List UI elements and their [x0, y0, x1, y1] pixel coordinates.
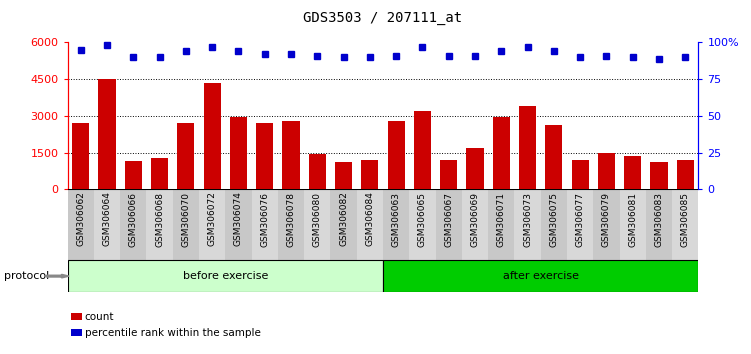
Text: GSM306079: GSM306079 [602, 192, 611, 246]
Bar [514, 189, 541, 260]
Bar [646, 189, 672, 260]
Bar [414, 111, 431, 189]
Bar [94, 189, 120, 260]
Bar [68, 189, 94, 260]
Text: GSM306069: GSM306069 [471, 192, 479, 246]
Text: GSM306070: GSM306070 [182, 192, 190, 246]
Text: GSM306063: GSM306063 [392, 192, 400, 246]
Bar [567, 189, 593, 260]
Bar [677, 160, 694, 189]
Bar [357, 189, 383, 260]
Bar [309, 154, 326, 189]
Text: before exercise: before exercise [182, 271, 268, 281]
Text: GSM306067: GSM306067 [445, 192, 453, 246]
Text: GSM306077: GSM306077 [576, 192, 584, 246]
Text: GSM306068: GSM306068 [155, 192, 164, 246]
Bar [598, 153, 615, 189]
Bar [230, 117, 247, 189]
Text: after exercise: after exercise [502, 271, 579, 281]
Bar [125, 161, 142, 189]
Text: GSM306085: GSM306085 [681, 192, 689, 246]
Bar [672, 189, 698, 260]
Text: GDS3503 / 207111_at: GDS3503 / 207111_at [303, 11, 463, 25]
Text: GSM306073: GSM306073 [523, 192, 532, 246]
Text: GSM306083: GSM306083 [655, 192, 663, 246]
Text: GSM306065: GSM306065 [418, 192, 427, 246]
Text: GSM306080: GSM306080 [313, 192, 321, 246]
Bar [278, 189, 304, 260]
Bar [252, 189, 278, 260]
Bar [541, 189, 567, 260]
Bar [462, 189, 488, 260]
Text: GSM306062: GSM306062 [77, 192, 85, 246]
Text: GSM306076: GSM306076 [261, 192, 269, 246]
Bar [151, 158, 168, 189]
Bar [204, 83, 221, 189]
Bar [383, 260, 698, 292]
Bar [146, 189, 173, 260]
Bar [68, 260, 383, 292]
Text: GSM306082: GSM306082 [339, 192, 348, 246]
Text: GSM306081: GSM306081 [629, 192, 637, 246]
Bar [440, 160, 457, 189]
Text: GSM306072: GSM306072 [208, 192, 216, 246]
Bar [545, 125, 562, 189]
Text: GSM306078: GSM306078 [287, 192, 295, 246]
Bar [282, 121, 300, 189]
Text: GSM306064: GSM306064 [103, 192, 111, 246]
Bar [388, 121, 405, 189]
Bar [466, 148, 484, 189]
Bar [620, 189, 646, 260]
Bar [572, 160, 589, 189]
Bar [304, 189, 330, 260]
Bar [256, 123, 273, 189]
Text: GSM306084: GSM306084 [366, 192, 374, 246]
Bar [361, 160, 379, 189]
Text: GSM306074: GSM306074 [234, 192, 243, 246]
Bar [72, 123, 89, 189]
Text: GSM306071: GSM306071 [497, 192, 505, 246]
Bar [98, 79, 116, 189]
Bar [624, 156, 641, 189]
Bar [173, 189, 199, 260]
Bar [120, 189, 146, 260]
Bar [335, 162, 352, 189]
Text: percentile rank within the sample: percentile rank within the sample [85, 328, 261, 338]
Bar [409, 189, 436, 260]
Bar [383, 189, 409, 260]
Text: GSM306075: GSM306075 [550, 192, 558, 246]
Bar [488, 189, 514, 260]
Bar [199, 189, 225, 260]
Text: GSM306066: GSM306066 [129, 192, 137, 246]
Bar [519, 106, 536, 189]
Text: protocol: protocol [4, 271, 49, 281]
Bar [330, 189, 357, 260]
Bar [650, 162, 668, 189]
Bar [493, 117, 510, 189]
Bar [436, 189, 462, 260]
Bar [225, 189, 252, 260]
Bar [177, 123, 195, 189]
Bar [593, 189, 620, 260]
Text: count: count [85, 312, 114, 322]
